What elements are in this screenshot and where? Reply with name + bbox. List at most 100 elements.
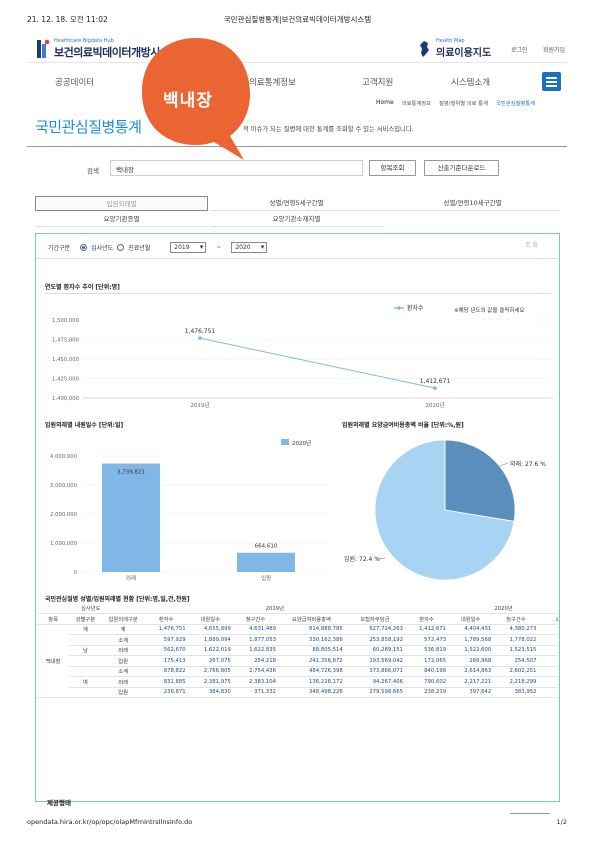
value-cell: 136,228,172 — [278, 676, 345, 688]
chart2-y-tick: 1,000,000 — [50, 541, 78, 547]
column-header: 환자수 — [405, 613, 449, 625]
chart1-point — [433, 386, 437, 390]
chart3-label-leader — [377, 557, 386, 560]
nav-medical-stats[interactable]: 의료통계정보 — [249, 78, 296, 88]
chart3-label-inpatient: 입원: 72.4 % — [344, 555, 380, 563]
breadcrumb-item[interactable]: 의료통계정보 — [401, 101, 431, 107]
chart2-value-label: 3,739,821 — [117, 470, 145, 476]
chart2-y-tick: 4,000,000 — [50, 454, 78, 460]
value-cell: 253,858,192 — [344, 634, 406, 646]
value-cell: 878,822 — [144, 666, 188, 677]
nav-public-data[interactable]: 공공데이터 — [55, 78, 95, 88]
login-link[interactable]: 로그인 — [511, 47, 528, 54]
stats-table: 심사년도 2019년 2020년 항목 성별구분 입원외래구분 환자수 내원일수… — [37, 603, 558, 698]
chart1-legend-marker — [397, 306, 401, 310]
column-header: 청구건수 — [232, 613, 279, 625]
visit-type-cell: 소계 — [101, 634, 145, 646]
page-description: 적 이슈가 되는 질병에 대한 통계를 조회할 수 있는 서비스입니다. — [243, 126, 414, 133]
all-menu-button[interactable] — [542, 72, 561, 91]
value-cell: 4,380,273 — [493, 624, 539, 635]
chart1-legend-label: 환자수 — [407, 304, 424, 312]
criteria-download-button[interactable]: 산출기준다운로드 — [424, 160, 499, 176]
korea-map-icon — [420, 40, 429, 57]
page-title: 국민관심질병통계 — [35, 118, 142, 136]
chart3-label-leader — [499, 462, 509, 467]
breadcrumb-item[interactable]: 질병/행위별 의료 통계 — [438, 101, 488, 107]
table-row: 소계 878,822 2,766,805 2,754,436 484,726,398 37… — [37, 666, 558, 677]
search-label: 검색 — [87, 167, 99, 175]
chart2-bar — [237, 552, 295, 572]
value-cell: 383,952 — [493, 687, 539, 698]
value-cell: 193,569,042 — [344, 655, 406, 667]
value-cell: 562,670 — [144, 645, 188, 656]
visit-type-cell: 계 — [101, 624, 145, 635]
value-cell: 814,888,785 — [278, 624, 345, 635]
search-input[interactable]: 백내장 — [110, 160, 363, 176]
overlay-label: 백내장 — [163, 91, 213, 111]
period-separator: ~ — [216, 244, 222, 251]
breadcrumb: Home 의료통계정보 질병/행위별 의료 통계 국민관심질병통계 — [376, 99, 535, 107]
year-to-select[interactable]: 2020 — [231, 242, 268, 253]
chart1-series-line — [199, 337, 436, 389]
visit-type-cell: 입원 — [101, 655, 145, 667]
chart2-x-label: 입원 — [261, 574, 271, 582]
chart1-y-tick: 1,475,000 — [52, 338, 80, 344]
column-header: 요양급여비용총액 — [278, 613, 345, 625]
health-map-subtitle: Health Map — [436, 38, 465, 44]
value-cell: 266,968 — [448, 655, 494, 667]
value-cell: 2,614,863 — [448, 666, 494, 677]
column-header: 보험자부담금 — [344, 613, 406, 625]
year-header-2020: 2020년 — [405, 603, 558, 614]
value-cell: 484,726,398 — [278, 666, 345, 677]
radio-review-year-label: 심사년도 — [91, 245, 114, 252]
table-row: 소계 597,929 1,889,094 1,877,053 330,162,386 25… — [37, 634, 558, 646]
value-cell: 1,889,094 — [187, 634, 233, 646]
nav-support[interactable]: 고객지원 — [362, 78, 394, 88]
table-row: 입원 236,871 384,830 371,332 348,498,226 279,59… — [37, 687, 558, 698]
visit-days-bar-chart: 2020년 4,000,000 3,000,000 2,000,000 1,000,0… — [50, 439, 330, 582]
chart2-x-label: 외래 — [126, 574, 136, 582]
query-button[interactable]: 조 회 — [525, 242, 538, 249]
tab-sex-age10[interactable]: 성별/연령10세구간별 — [385, 196, 560, 211]
value-cell: 254,507 — [493, 655, 539, 667]
value-cell: 597,929 — [144, 634, 188, 646]
chart1-y-tick: 1,450,000 — [52, 357, 80, 363]
table-row: 남 외래 562,670 1,622,019 1,622,835 88,805,514 60… — [37, 645, 558, 656]
column-header: 성별구분 — [69, 613, 102, 625]
visit-type-cell: 외래 — [101, 645, 145, 656]
chart2-y-tick: 0 — [74, 570, 78, 576]
year-header-2019: 2019년 — [144, 603, 406, 614]
value-cell: 1,622,019 — [187, 645, 233, 656]
tab-institution-region[interactable]: 요양기관소재지별 — [210, 212, 383, 227]
year-from-select[interactable]: 2019 — [170, 242, 207, 253]
title-divider — [27, 146, 567, 147]
site-logo[interactable]: Healthcare Bigdata Hub 보건의료빅데이터개방시스 — [36, 38, 170, 60]
item-search-button[interactable]: 항목조회 — [369, 160, 416, 176]
value-cell: 236,871 — [144, 687, 188, 698]
value-cell: 2,602,251 — [493, 666, 539, 677]
chart2-value-label: 664,610 — [255, 544, 278, 550]
radio-review-year[interactable] — [80, 244, 88, 251]
value-cell: 2,766,805 — [187, 666, 233, 677]
visit-type-cell: 외래 — [101, 676, 145, 688]
tab-sex-age5[interactable]: 성별/연령5세구간별 — [210, 196, 383, 211]
join-link[interactable]: 회원가입 — [543, 47, 566, 54]
tab-inpatient-outpatient[interactable]: 입원외래별 — [35, 196, 208, 211]
chart3-title: 입원외래별 요양급여비용총액 비율 [단위:%,원] — [342, 422, 464, 429]
footer-divider — [510, 813, 550, 814]
value-cell: 4,655,899 — [187, 624, 233, 635]
chart2-y-tick: 3,000,000 — [50, 483, 78, 489]
value-cell: 2,383,104 — [232, 676, 279, 688]
nav-about[interactable]: 시스템소개 — [451, 78, 491, 88]
year-header-label: 심사년도 — [37, 603, 145, 614]
value-cell: 1,778,022 — [493, 634, 539, 646]
provision-type-label: 제공형태 — [47, 799, 71, 807]
radio-treatment-month[interactable] — [117, 244, 125, 251]
value-cell: 94,267,406 — [344, 676, 406, 688]
health-map-logo[interactable]: Health Map 의료이용지도 — [418, 38, 491, 59]
breadcrumb-home[interactable]: Home — [376, 99, 394, 106]
tab-institution-type[interactable]: 요양기관종별 — [35, 212, 208, 227]
chart2-bar — [102, 463, 160, 572]
table-row: 백내장 계 계 1,476,751 4,655,899 4,631,489 814,888,… — [37, 624, 558, 698]
value-cell: 536,819 — [405, 645, 449, 656]
